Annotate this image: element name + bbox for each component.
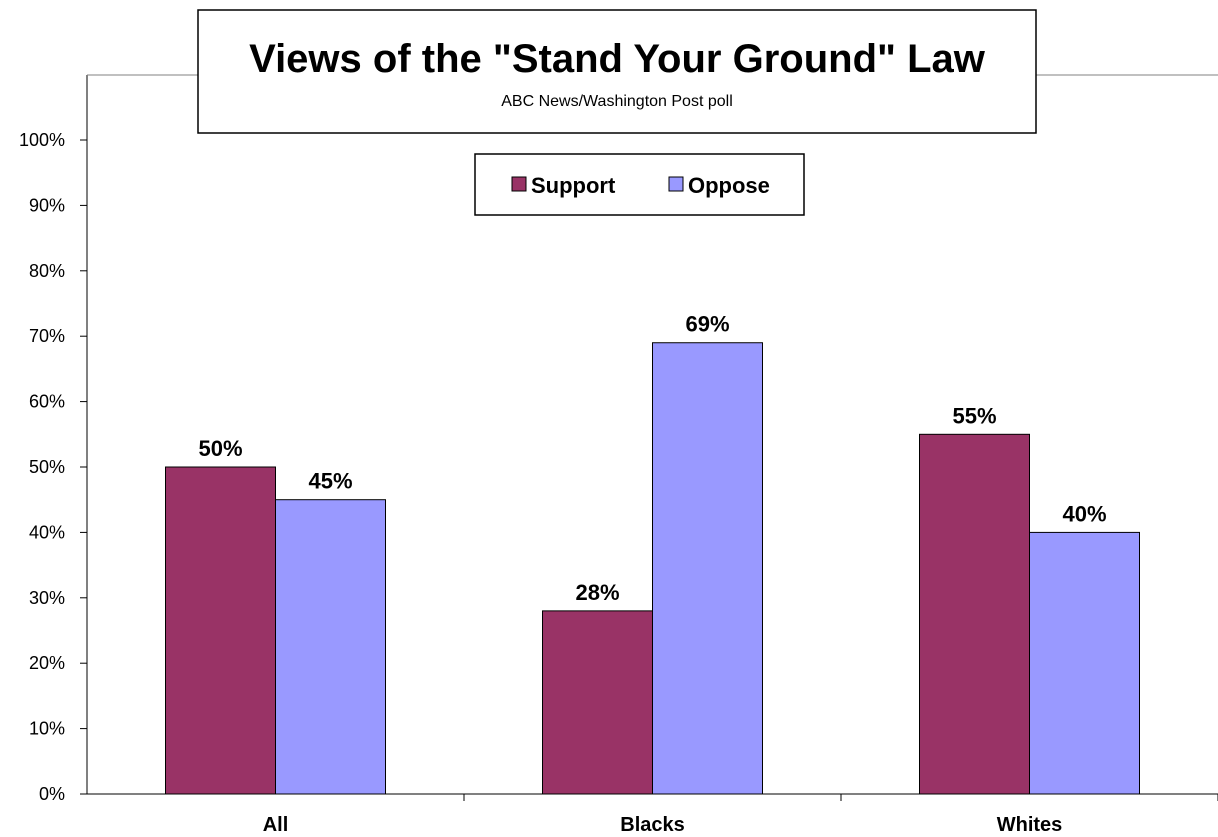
x-tick-label-whites: Whites — [997, 814, 1063, 836]
y-ticks: 0% 10% 20% 30% 40% 50% 60% 70% 80% 90% 100% — [19, 130, 87, 804]
data-label-support-whites: 55% — [952, 403, 996, 428]
bar-support-whites — [920, 434, 1030, 794]
legend-label-support: Support — [531, 173, 616, 198]
x-tick-label-all: All — [263, 814, 289, 836]
y-tick-label: 90% — [29, 195, 65, 215]
legend-swatch-support — [512, 177, 526, 191]
y-tick-label: 0% — [39, 784, 65, 804]
y-tick-label: 70% — [29, 326, 65, 346]
data-label-support-all: 50% — [198, 436, 242, 461]
y-tick-label: 10% — [29, 719, 65, 739]
data-label-oppose-whites: 40% — [1062, 501, 1106, 526]
x-tick-label-blacks: Blacks — [620, 814, 685, 836]
data-label-support-blacks: 28% — [575, 580, 619, 605]
x-ticks: All Blacks Whites — [263, 794, 1218, 836]
title-box: Views of the "Stand Your Ground" Law ABC… — [198, 10, 1036, 133]
y-tick-label: 100% — [19, 130, 65, 150]
bar-oppose-whites — [1030, 532, 1140, 794]
y-tick-label: 60% — [29, 392, 65, 412]
y-tick-label: 30% — [29, 588, 65, 608]
y-tick-label: 40% — [29, 522, 65, 542]
chart-title: Views of the "Stand Your Ground" Law — [249, 37, 986, 81]
bar-support-all — [166, 467, 276, 794]
legend: Support Oppose — [475, 154, 804, 215]
bar-oppose-all — [276, 500, 386, 794]
data-label-oppose-all: 45% — [308, 469, 352, 494]
bar-support-blacks — [543, 611, 653, 794]
y-tick-label: 50% — [29, 457, 65, 477]
legend-swatch-oppose — [669, 177, 683, 191]
bar-oppose-blacks — [653, 343, 763, 794]
legend-label-oppose: Oppose — [688, 173, 770, 198]
data-label-oppose-blacks: 69% — [685, 312, 729, 337]
y-tick-label: 80% — [29, 261, 65, 281]
chart-subtitle: ABC News/Washington Post poll — [501, 93, 733, 110]
y-tick-label: 20% — [29, 653, 65, 673]
